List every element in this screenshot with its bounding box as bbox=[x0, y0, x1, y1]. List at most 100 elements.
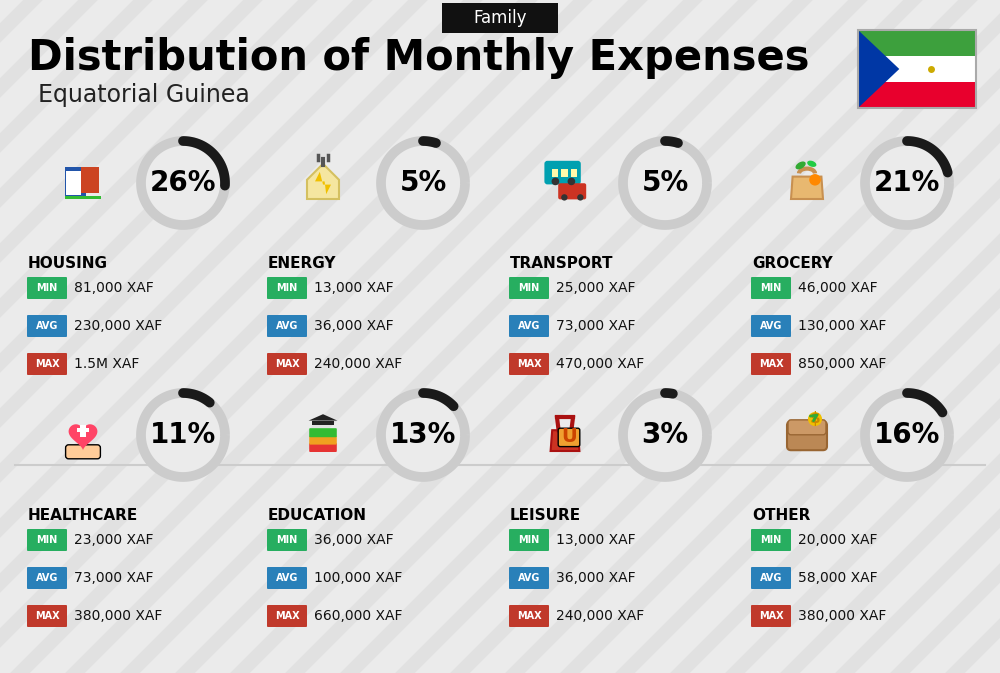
Text: MIN: MIN bbox=[276, 535, 298, 545]
Text: MIN: MIN bbox=[36, 283, 58, 293]
Text: 58,000 XAF: 58,000 XAF bbox=[798, 571, 878, 585]
Circle shape bbox=[808, 412, 822, 426]
FancyBboxPatch shape bbox=[66, 445, 100, 459]
Bar bbox=[77, 428, 89, 433]
Text: MIN: MIN bbox=[760, 535, 782, 545]
Bar bbox=[858, 30, 976, 56]
Text: ENERGY: ENERGY bbox=[268, 256, 336, 271]
Circle shape bbox=[626, 396, 704, 474]
Bar bbox=[66, 179, 74, 187]
Bar bbox=[65, 197, 101, 199]
Circle shape bbox=[384, 396, 462, 474]
Ellipse shape bbox=[807, 161, 816, 167]
Text: MAX: MAX bbox=[517, 611, 541, 621]
Text: GROCERY: GROCERY bbox=[752, 256, 833, 271]
Text: 73,000 XAF: 73,000 XAF bbox=[74, 571, 154, 585]
Circle shape bbox=[626, 145, 704, 221]
Circle shape bbox=[561, 194, 568, 201]
FancyBboxPatch shape bbox=[267, 605, 307, 627]
Text: 11%: 11% bbox=[150, 421, 216, 449]
Text: LEISURE: LEISURE bbox=[510, 507, 581, 522]
FancyBboxPatch shape bbox=[509, 353, 549, 375]
Text: 100,000 XAF: 100,000 XAF bbox=[314, 571, 402, 585]
Text: MAX: MAX bbox=[275, 359, 299, 369]
Text: 3%: 3% bbox=[641, 421, 689, 449]
Text: 850,000 XAF: 850,000 XAF bbox=[798, 357, 886, 371]
FancyBboxPatch shape bbox=[751, 605, 791, 627]
Text: 36,000 XAF: 36,000 XAF bbox=[314, 319, 394, 333]
Text: 13,000 XAF: 13,000 XAF bbox=[314, 281, 394, 295]
Text: 380,000 XAF: 380,000 XAF bbox=[74, 609, 162, 623]
Text: Equatorial Guinea: Equatorial Guinea bbox=[38, 83, 250, 107]
Text: 25,000 XAF: 25,000 XAF bbox=[556, 281, 636, 295]
FancyBboxPatch shape bbox=[558, 183, 586, 199]
Text: Distribution of Monthly Expenses: Distribution of Monthly Expenses bbox=[28, 37, 810, 79]
Circle shape bbox=[577, 194, 584, 201]
Text: MAX: MAX bbox=[275, 611, 299, 621]
Text: 73,000 XAF: 73,000 XAF bbox=[556, 319, 636, 333]
Bar bbox=[552, 169, 558, 176]
Polygon shape bbox=[309, 414, 337, 421]
FancyBboxPatch shape bbox=[309, 443, 337, 452]
Text: 26%: 26% bbox=[150, 169, 216, 197]
Text: MIN: MIN bbox=[36, 535, 58, 545]
FancyBboxPatch shape bbox=[27, 567, 67, 589]
Text: 5%: 5% bbox=[399, 169, 447, 197]
Text: 23,000 XAF: 23,000 XAF bbox=[74, 533, 154, 547]
Text: 470,000 XAF: 470,000 XAF bbox=[556, 357, 644, 371]
Text: Family: Family bbox=[473, 9, 527, 27]
Bar bbox=[65, 167, 86, 199]
Text: MIN: MIN bbox=[276, 283, 298, 293]
Text: 1.5M XAF: 1.5M XAF bbox=[74, 357, 139, 371]
Text: MAX: MAX bbox=[35, 359, 59, 369]
FancyBboxPatch shape bbox=[27, 353, 67, 375]
FancyBboxPatch shape bbox=[544, 161, 581, 184]
Text: OTHER: OTHER bbox=[752, 507, 810, 522]
FancyBboxPatch shape bbox=[309, 428, 337, 437]
Circle shape bbox=[144, 396, 222, 474]
FancyBboxPatch shape bbox=[267, 353, 307, 375]
Text: 13%: 13% bbox=[390, 421, 456, 449]
Text: MAX: MAX bbox=[759, 359, 783, 369]
Text: 240,000 XAF: 240,000 XAF bbox=[556, 609, 644, 623]
Text: 660,000 XAF: 660,000 XAF bbox=[314, 609, 402, 623]
Text: $: $ bbox=[810, 411, 820, 427]
FancyBboxPatch shape bbox=[788, 420, 826, 435]
Bar bbox=[858, 30, 976, 108]
Text: MAX: MAX bbox=[35, 611, 59, 621]
FancyBboxPatch shape bbox=[267, 529, 307, 551]
Text: AVG: AVG bbox=[276, 573, 298, 583]
Text: HOUSING: HOUSING bbox=[28, 256, 108, 271]
FancyBboxPatch shape bbox=[509, 315, 549, 337]
Text: 230,000 XAF: 230,000 XAF bbox=[74, 319, 162, 333]
Text: 16%: 16% bbox=[874, 421, 940, 449]
Text: 5%: 5% bbox=[641, 169, 689, 197]
Bar bbox=[858, 56, 976, 82]
Bar bbox=[858, 82, 976, 108]
FancyBboxPatch shape bbox=[558, 428, 580, 447]
Text: 20,000 XAF: 20,000 XAF bbox=[798, 533, 878, 547]
Circle shape bbox=[809, 174, 821, 186]
Bar bbox=[81, 167, 99, 192]
Text: AVG: AVG bbox=[518, 573, 540, 583]
Polygon shape bbox=[858, 30, 899, 108]
Bar bbox=[73, 187, 81, 195]
Text: 36,000 XAF: 36,000 XAF bbox=[556, 571, 636, 585]
Bar bbox=[571, 169, 577, 176]
Text: EDUCATION: EDUCATION bbox=[268, 507, 367, 522]
Text: 81,000 XAF: 81,000 XAF bbox=[74, 281, 154, 295]
Text: MIN: MIN bbox=[518, 535, 540, 545]
Text: 21%: 21% bbox=[874, 169, 940, 197]
Text: AVG: AVG bbox=[760, 573, 782, 583]
Text: AVG: AVG bbox=[518, 321, 540, 331]
FancyBboxPatch shape bbox=[267, 315, 307, 337]
Text: AVG: AVG bbox=[36, 321, 58, 331]
FancyBboxPatch shape bbox=[751, 277, 791, 299]
Circle shape bbox=[144, 145, 222, 221]
Text: 380,000 XAF: 380,000 XAF bbox=[798, 609, 886, 623]
Bar bbox=[561, 169, 568, 176]
Circle shape bbox=[868, 396, 946, 474]
FancyBboxPatch shape bbox=[509, 567, 549, 589]
FancyBboxPatch shape bbox=[751, 353, 791, 375]
FancyBboxPatch shape bbox=[751, 315, 791, 337]
